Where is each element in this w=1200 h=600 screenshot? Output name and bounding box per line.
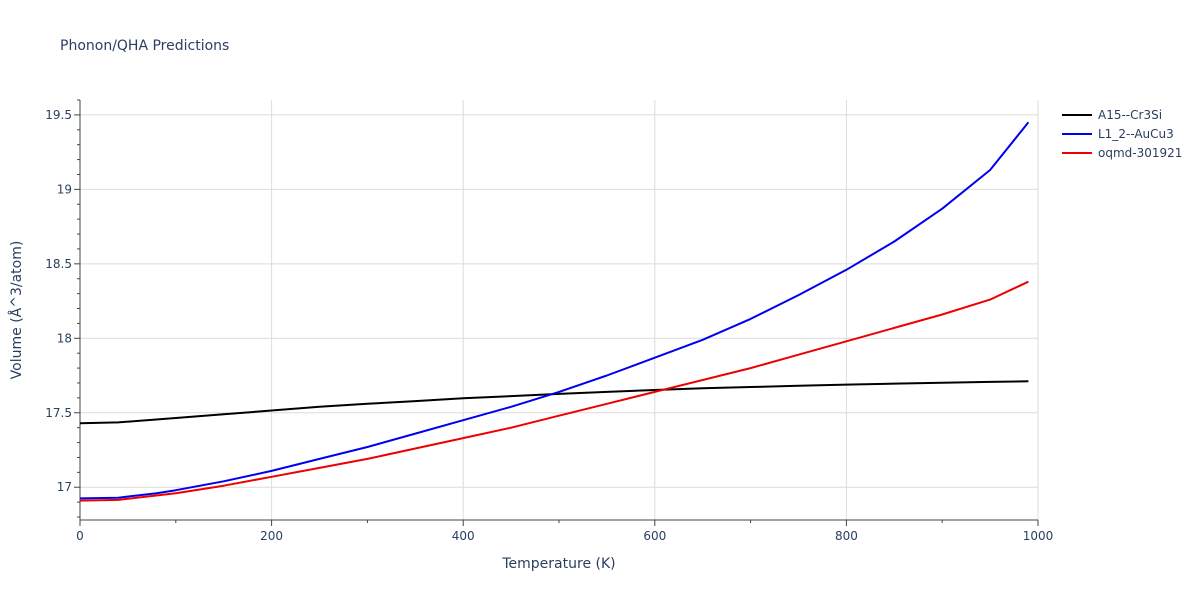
x-tick-label: 0 [76,529,84,543]
legend-item-oqmd-301921[interactable]: oqmd-301921 [1062,146,1182,160]
y-tick-label: 18.5 [45,257,72,271]
x-axis-ticks: 0 200 400 600 800 1000 [76,520,1053,543]
series-line-a15-cr3si [79,380,1029,425]
axes [79,100,1038,521]
x-axis-title: Temperature (K) [501,556,615,572]
y-tick-label: 19 [57,182,72,196]
y-tick-label: 17 [57,480,72,494]
legend-label: L1_2--AuCu3 [1098,127,1174,141]
grid-lines [80,100,1039,520]
plot-lines [79,121,1030,502]
x-tick-label: 200 [260,529,283,543]
y-axis-title: Volume (Å^3/atom) [8,241,25,380]
x-tick-label: 800 [835,529,858,543]
chart-title: Phonon/QHA Predictions [60,38,229,54]
x-tick-label: 400 [452,529,475,543]
x-tick-label: 1000 [1023,529,1054,543]
series-line-oqmd-301921 [79,280,1029,502]
legend-label: A15--Cr3Si [1098,108,1162,122]
legend[interactable]: A15--Cr3Si L1_2--AuCu3 oqmd-301921 [1062,108,1182,160]
y-axis-ticks: 17 17.5 18 18.5 19 19.5 [45,99,80,518]
y-tick-label: 18 [57,331,72,345]
y-tick-label: 19.5 [45,108,72,122]
legend-item-a15-cr3si[interactable]: A15--Cr3Si [1062,108,1162,122]
legend-label: oqmd-301921 [1098,146,1182,160]
x-tick-label: 600 [643,529,666,543]
legend-item-l1-2-aucu3[interactable]: L1_2--AuCu3 [1062,127,1174,141]
y-tick-label: 17.5 [45,406,72,420]
series-line-l1-2-aucu3 [79,121,1030,500]
